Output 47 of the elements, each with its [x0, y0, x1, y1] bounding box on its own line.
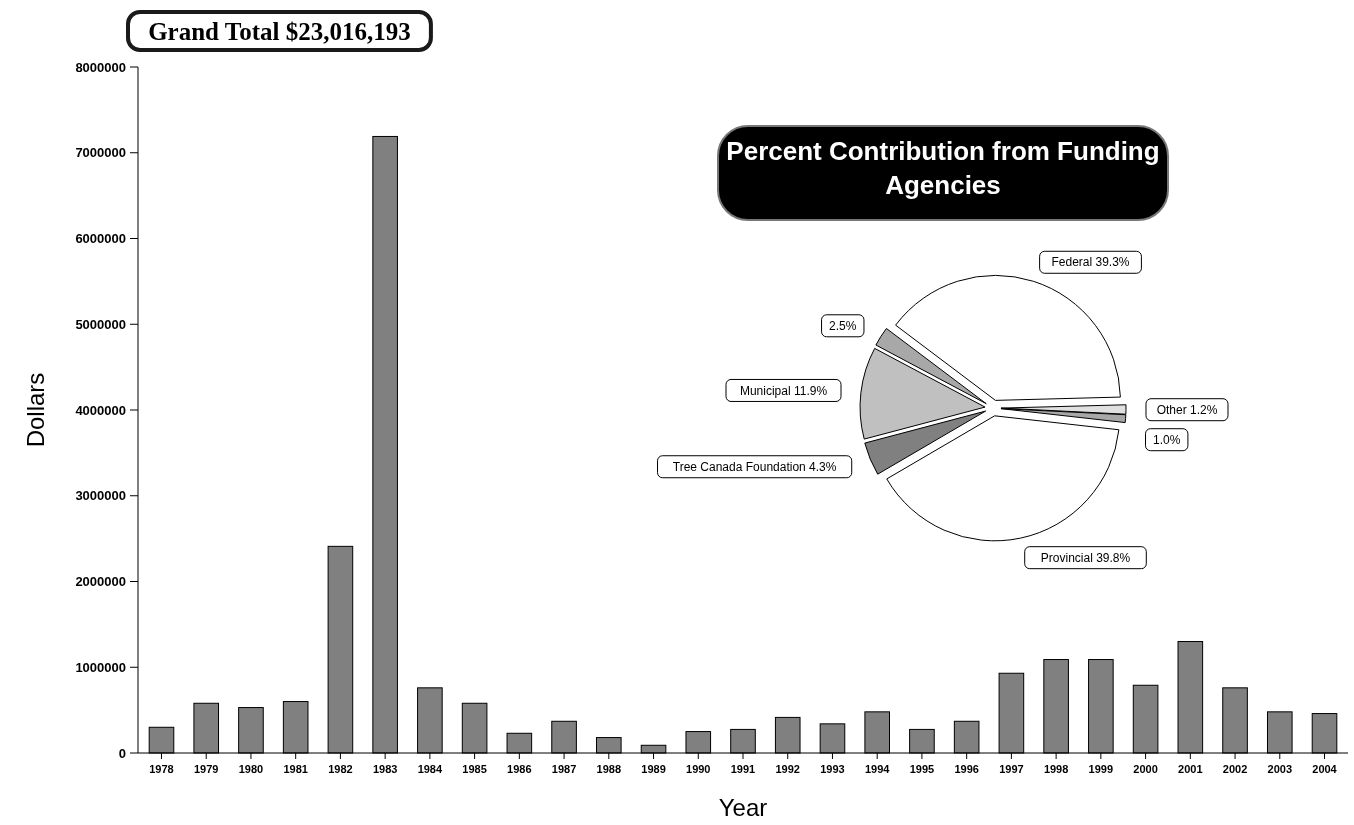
- x-tick-label: 1994: [864, 763, 891, 775]
- y-tick-label: 7000000: [75, 145, 126, 161]
- x-tick-label: 1983: [372, 763, 398, 775]
- x-tick-label: 1991: [730, 763, 756, 775]
- y-axis-title: Dollars: [22, 372, 49, 448]
- y-tick-label: 4000000: [75, 402, 126, 418]
- chart-title: Percent Contribution from Funding Agencies: [726, 136, 1160, 200]
- y-tick-label: 3000000: [75, 488, 126, 504]
- y-tick-label: 0: [118, 745, 126, 761]
- x-tick-label: 2003: [1267, 763, 1293, 775]
- x-tick-label: 1993: [820, 763, 845, 775]
- y-tick-label: 8000000: [75, 59, 126, 75]
- y-tick-label: 1000000: [75, 659, 126, 675]
- x-tick-label: 1995: [909, 763, 935, 775]
- x-tick-label: 1984: [417, 763, 443, 775]
- y-tick-label: 6000000: [75, 231, 126, 247]
- slice-label: Provincial 39.8%: [1040, 550, 1131, 565]
- slice-label: Federal 39.3%: [1051, 255, 1130, 270]
- x-tick-label: 1990: [686, 763, 711, 775]
- x-tick-label: 1998: [1043, 763, 1069, 775]
- x-tick-label: 1980: [238, 763, 264, 775]
- x-tick-label: 1988: [596, 763, 622, 775]
- x-tick-label: 2004: [1312, 763, 1338, 775]
- slice-label: Municipal 11.9%: [739, 383, 828, 398]
- slice-label: Other 1.2%: [1156, 402, 1218, 417]
- y-tick-label: 2000000: [75, 574, 126, 590]
- x-tick-label: 1996: [954, 763, 979, 775]
- x-tick-label: 1979: [193, 763, 219, 775]
- x-axis-title: Year: [718, 794, 768, 821]
- x-tick-label: 1999: [1088, 763, 1114, 775]
- x-tick-label: 1978: [149, 763, 174, 775]
- slice-label: Tree Canada Foundation 4.3%: [672, 459, 837, 474]
- x-tick-label: 1986: [507, 763, 532, 775]
- x-tick-label: 1982: [328, 763, 353, 775]
- y-tick-label: 5000000: [75, 316, 126, 332]
- data-label: 1.0%: [1153, 432, 1181, 447]
- x-tick-label: 1992: [775, 763, 800, 775]
- x-tick-label: 1997: [999, 763, 1024, 775]
- x-tick-label: 2002: [1222, 763, 1248, 775]
- x-tick-label: 1987: [551, 763, 577, 775]
- x-tick-label: 1981: [283, 763, 308, 775]
- chart-title: Grand Total $23,016,193: [148, 18, 411, 45]
- x-tick-label: 2001: [1178, 763, 1203, 775]
- x-tick-label: 1989: [641, 763, 666, 775]
- x-tick-label: 1985: [462, 763, 487, 775]
- x-tick-label: 2000: [1133, 763, 1158, 775]
- data-label: 2.5%: [829, 318, 857, 333]
